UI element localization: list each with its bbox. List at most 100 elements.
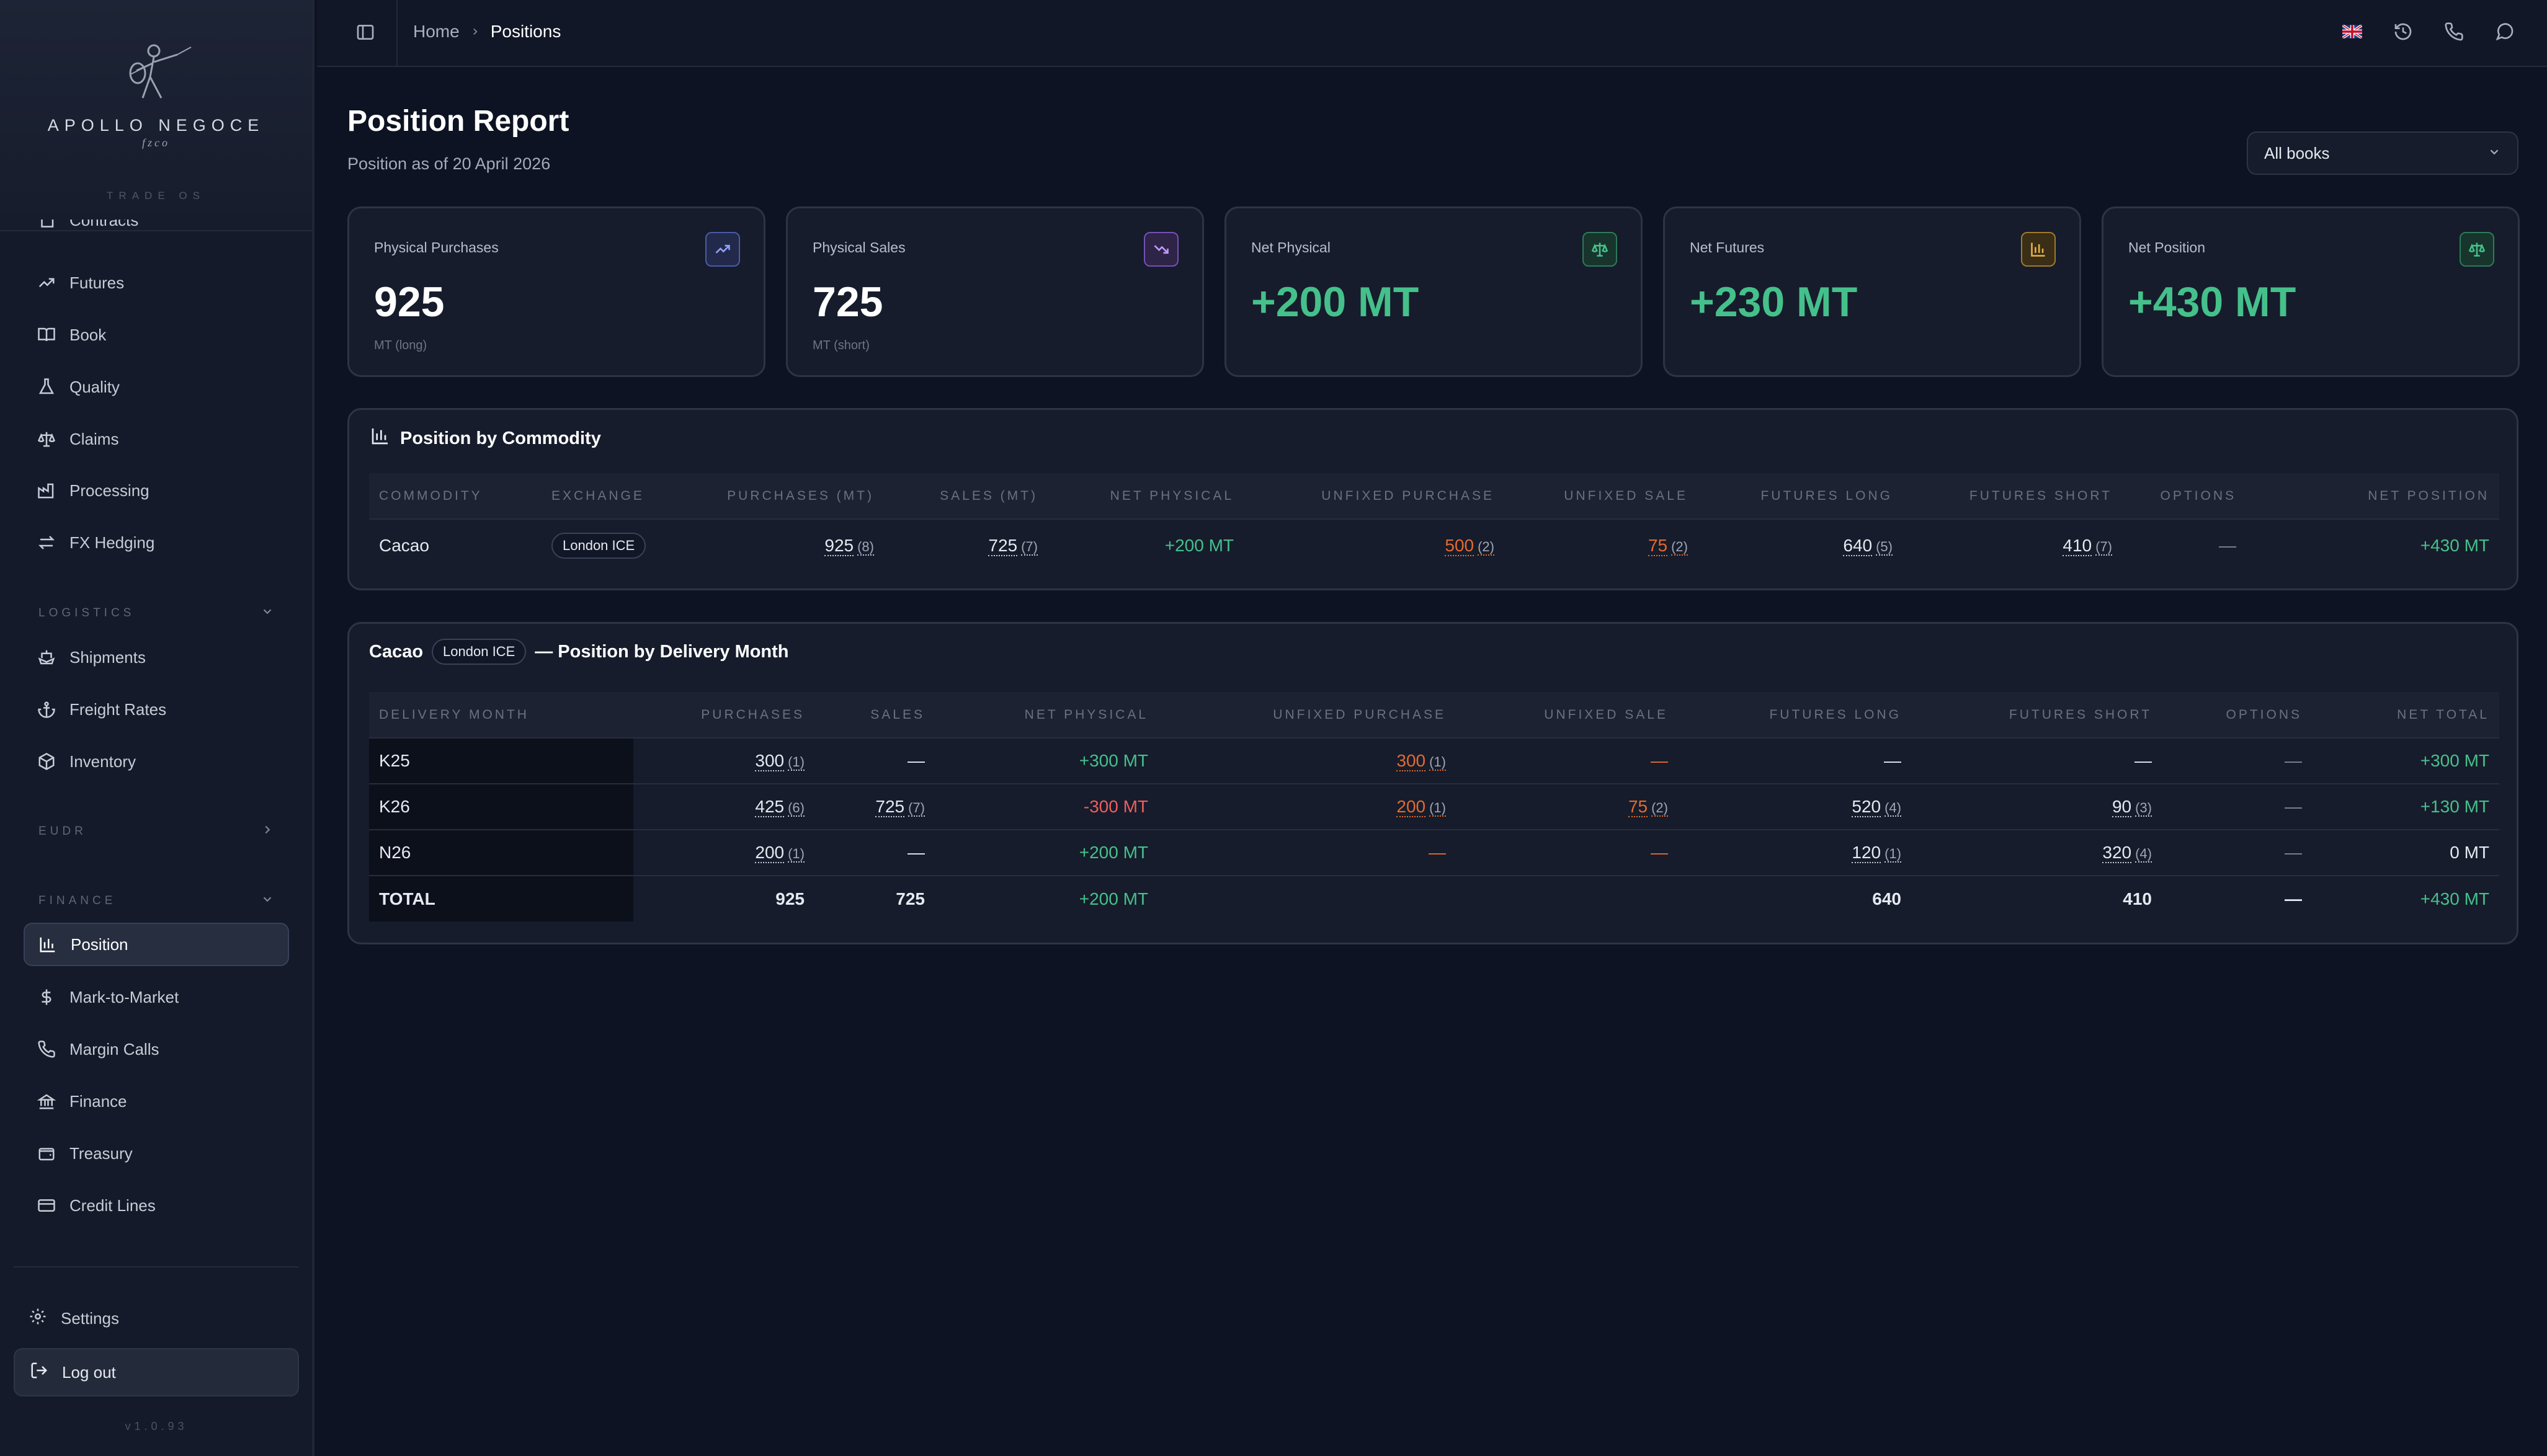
sidebar-item-contracts[interactable]: Contracts: [24, 220, 289, 242]
exchange-chip: London ICE: [432, 639, 527, 665]
cell-futures-long[interactable]: 120 (1): [1678, 829, 1911, 876]
card-value: 725: [813, 278, 883, 326]
delivery-panel-header: Cacao London ICE — Position by Delivery …: [369, 639, 789, 665]
cell-total-sales: 725: [814, 875, 935, 921]
cell-purchases[interactable]: 925 (8): [690, 518, 884, 571]
col-futures-short[interactable]: FUTURES SHORT: [1911, 692, 2162, 738]
sidebar-item-label: Finance: [69, 1091, 127, 1111]
futures-long-value: 520: [1852, 797, 1881, 817]
cell-unfixed-purchase[interactable]: 300 (1): [1158, 737, 1456, 784]
bar-chart-icon: [2021, 232, 2056, 267]
futures-short-value: 320: [2102, 843, 2132, 863]
cell-unfixed-purchase[interactable]: 200 (1): [1158, 783, 1456, 830]
sidebar-item-label: Treasury: [69, 1143, 133, 1163]
col-futures-long[interactable]: FUTURES LONG: [1698, 473, 1902, 519]
col-purchases[interactable]: PURCHASES: [633, 692, 814, 738]
cell-options: —: [2122, 518, 2246, 571]
bank-icon: [37, 1092, 56, 1111]
phone-icon[interactable]: [2444, 22, 2464, 45]
sidebar-item-label: FX Hedging: [69, 533, 155, 552]
cell-futures-short[interactable]: 90 (3): [1911, 783, 2162, 830]
sales-count: (7): [1021, 538, 1038, 556]
futures-short-count: (4): [2135, 846, 2152, 863]
sidebar-item-processing[interactable]: Processing: [24, 469, 289, 512]
col-unfixed-purchase[interactable]: UNFIXED PURCHASE: [1158, 692, 1456, 738]
sidebar-item-fx-hedging[interactable]: FX Hedging: [24, 521, 289, 564]
cell-options: —: [2162, 737, 2312, 784]
purchases-count: (8): [857, 538, 874, 556]
col-delivery-month[interactable]: DELIVERY MONTH: [369, 692, 633, 738]
sidebar-item-label: Contracts: [69, 220, 139, 229]
col-options[interactable]: OPTIONS: [2162, 692, 2312, 738]
sidebar-item-shipments[interactable]: Shipments: [24, 636, 289, 679]
cell-sales[interactable]: 725 (7): [884, 518, 1048, 571]
sidebar-item-freight-rates[interactable]: Freight Rates: [24, 688, 289, 731]
table-row[interactable]: N26 200 (1) — +200 MT — — 120 (1) 320 (4) —…: [369, 829, 2499, 876]
sidebar-item-margin-calls[interactable]: Margin Calls: [24, 1028, 289, 1071]
col-net-physical[interactable]: NET PHYSICAL: [935, 692, 1158, 738]
cell-purchases[interactable]: 200 (1): [633, 829, 814, 876]
sidebar-item-label: Futures: [69, 273, 125, 292]
cell-futures-long[interactable]: 520 (4): [1678, 783, 1911, 830]
section-finance[interactable]: FINANCE: [38, 892, 274, 910]
sidebar-item-mark-to-market[interactable]: Mark-to-Market: [24, 975, 289, 1019]
logout-button[interactable]: Log out: [14, 1348, 299, 1396]
col-sales[interactable]: SALES (MT): [884, 473, 1048, 519]
col-net-physical[interactable]: NET PHYSICAL: [1048, 473, 1244, 519]
sidebar-toggle-icon[interactable]: [355, 22, 375, 45]
sidebar-item-label: Shipments: [69, 647, 146, 667]
table-row[interactable]: K25 300 (1) — +300 MT 300 (1) — — — — +300…: [369, 737, 2499, 784]
cell-purchases[interactable]: 300 (1): [633, 737, 814, 784]
uk-flag-icon[interactable]: [2341, 24, 2363, 42]
sidebar-item-book[interactable]: Book: [24, 313, 289, 357]
book-select[interactable]: All books: [2247, 131, 2518, 175]
col-unfixed-sale[interactable]: UNFIXED SALE: [1504, 473, 1698, 519]
cell-sales[interactable]: 725 (7): [814, 783, 935, 830]
col-net-total[interactable]: NET TOTAL: [2312, 692, 2499, 738]
cell-unfixed-sale[interactable]: 75 (2): [1456, 783, 1678, 830]
table-row[interactable]: K26 425 (6) 725 (7) -300 MT 200 (1) 75 (2) 5…: [369, 783, 2499, 830]
sidebar-item-finance[interactable]: Finance: [24, 1080, 289, 1123]
brand-header: APOLLO NEGOCE fzco TRADE OS: [0, 0, 312, 231]
cell-unfixed-purchase[interactable]: 500 (2): [1244, 518, 1504, 571]
col-commodity[interactable]: COMMODITY: [369, 473, 542, 519]
cell-futures-short[interactable]: 320 (4): [1911, 829, 2162, 876]
chat-icon[interactable]: [2495, 22, 2515, 45]
sidebar-item-treasury[interactable]: Treasury: [24, 1132, 289, 1175]
cell-unfixed-sale: —: [1456, 829, 1678, 876]
cell-futures-short[interactable]: 410 (7): [1902, 518, 2122, 571]
cell-purchases[interactable]: 425 (6): [633, 783, 814, 830]
col-unfixed-purchase[interactable]: UNFIXED PURCHASE: [1244, 473, 1504, 519]
sidebar-item-label: Mark-to-Market: [69, 987, 179, 1006]
cell-total-label: TOTAL: [369, 875, 633, 921]
card-value: +430 MT: [2128, 278, 2296, 326]
col-purchases[interactable]: PURCHASES (MT): [690, 473, 884, 519]
cell-unfixed-sale[interactable]: 75 (2): [1504, 518, 1698, 571]
cell-futures-long[interactable]: 640 (5): [1698, 518, 1902, 571]
col-net-position[interactable]: NET POSITION: [2246, 473, 2499, 519]
logout-icon: [30, 1361, 48, 1384]
section-eudr[interactable]: EUDR: [38, 823, 274, 840]
futures-short-count: (7): [2095, 538, 2112, 556]
section-logistics[interactable]: LOGISTICS: [38, 605, 274, 622]
credit-card-icon: [37, 1196, 56, 1215]
col-exchange[interactable]: EXCHANGE: [542, 473, 690, 519]
sidebar-item-claims[interactable]: Claims: [24, 417, 289, 461]
settings-button[interactable]: Settings: [14, 1296, 299, 1341]
cell-total-unfixed-sale: [1456, 875, 1678, 921]
sidebar-item-position[interactable]: Position: [24, 923, 289, 966]
col-options[interactable]: OPTIONS: [2122, 473, 2246, 519]
sidebar-item-credit-lines[interactable]: Credit Lines: [24, 1184, 289, 1227]
col-unfixed-sale[interactable]: UNFIXED SALE: [1456, 692, 1678, 738]
unfixed-sale-value: 75: [1648, 535, 1668, 556]
card-label: Net Physical: [1251, 239, 1331, 255]
table-row[interactable]: Cacao London ICE 925 (8) 725 (7) +200 MT 5…: [369, 518, 2499, 571]
sidebar-item-futures[interactable]: Futures: [24, 261, 289, 304]
col-futures-short[interactable]: FUTURES SHORT: [1902, 473, 2122, 519]
sidebar-item-inventory[interactable]: Inventory: [24, 740, 289, 783]
col-futures-long[interactable]: FUTURES LONG: [1678, 692, 1911, 738]
breadcrumb-home[interactable]: Home: [413, 22, 460, 41]
history-icon[interactable]: [2393, 22, 2413, 45]
sidebar-item-quality[interactable]: Quality: [24, 365, 289, 409]
col-sales[interactable]: SALES: [814, 692, 935, 738]
